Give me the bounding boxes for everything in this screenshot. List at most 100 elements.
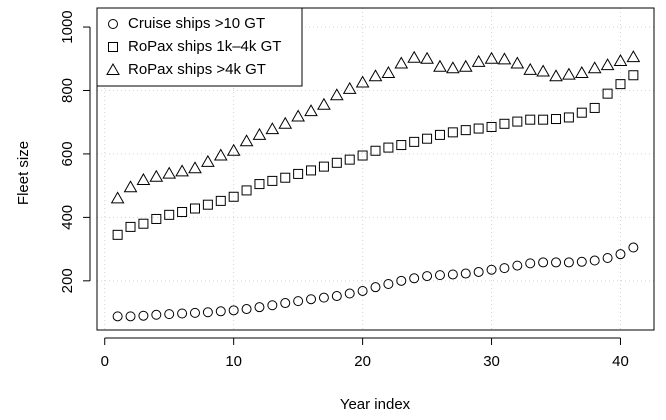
point xyxy=(344,288,355,299)
point xyxy=(125,311,136,322)
point xyxy=(280,298,291,309)
point xyxy=(151,309,162,320)
point xyxy=(445,61,460,74)
point xyxy=(267,175,278,186)
point xyxy=(291,109,306,122)
point xyxy=(458,59,473,72)
point xyxy=(331,291,342,302)
point xyxy=(241,304,252,315)
y-tick-label: 200 xyxy=(59,268,76,293)
point xyxy=(600,58,615,71)
point xyxy=(175,164,189,177)
point xyxy=(228,191,239,202)
point xyxy=(563,112,574,123)
x-tick-label: 30 xyxy=(483,353,500,370)
point xyxy=(589,102,600,113)
point xyxy=(293,168,304,179)
point xyxy=(278,116,293,129)
point xyxy=(329,88,344,101)
y-tick-label: 1000 xyxy=(59,10,76,43)
point xyxy=(304,104,318,117)
y-axis-label: Fleet size xyxy=(15,141,32,205)
x-tick-label: 20 xyxy=(354,353,371,370)
point xyxy=(602,252,613,263)
y-tick-label: 600 xyxy=(59,141,76,166)
point xyxy=(306,165,317,176)
point xyxy=(447,269,458,280)
point xyxy=(368,69,383,82)
point xyxy=(602,88,613,99)
point xyxy=(434,129,445,140)
point xyxy=(177,308,188,319)
plot-box xyxy=(96,7,655,331)
point xyxy=(239,134,254,147)
point xyxy=(563,257,574,268)
legend-marker xyxy=(108,42,118,52)
point xyxy=(370,282,381,293)
point xyxy=(280,172,291,183)
point xyxy=(407,50,422,63)
point xyxy=(252,127,267,140)
point xyxy=(499,118,510,129)
point xyxy=(151,213,162,224)
point xyxy=(420,51,434,64)
x-tick-label: 10 xyxy=(225,353,242,370)
x-tick-label: 0 xyxy=(101,353,109,370)
point xyxy=(112,311,123,322)
point xyxy=(293,296,304,307)
point xyxy=(587,61,602,74)
point xyxy=(525,114,536,125)
point xyxy=(189,203,200,214)
point xyxy=(202,307,213,318)
point xyxy=(538,257,549,268)
point xyxy=(396,275,407,286)
point xyxy=(433,59,447,72)
point xyxy=(473,123,484,134)
point xyxy=(538,114,549,125)
point xyxy=(215,306,226,317)
point xyxy=(512,260,523,271)
point xyxy=(202,199,213,210)
point xyxy=(357,150,368,161)
point xyxy=(123,180,138,193)
x-tick-label: 40 xyxy=(612,353,629,370)
point xyxy=(201,154,215,167)
point xyxy=(318,292,329,303)
point xyxy=(241,185,252,196)
x-axis-label: Year index xyxy=(340,396,411,413)
point xyxy=(189,307,200,318)
point xyxy=(523,62,538,75)
point xyxy=(434,270,445,281)
point xyxy=(615,249,626,260)
point xyxy=(136,172,151,185)
point xyxy=(628,70,639,81)
point xyxy=(589,255,600,266)
point xyxy=(254,302,265,313)
point xyxy=(110,191,125,204)
point xyxy=(265,122,280,135)
point xyxy=(499,263,510,274)
point xyxy=(177,206,188,217)
point xyxy=(615,79,626,90)
point xyxy=(112,229,123,240)
point xyxy=(409,273,420,284)
point xyxy=(318,161,329,172)
point xyxy=(394,56,409,69)
point xyxy=(626,50,641,63)
point xyxy=(138,218,149,229)
point xyxy=(306,294,317,305)
legend-marker xyxy=(106,62,120,75)
point xyxy=(381,66,396,79)
point xyxy=(164,209,175,220)
point xyxy=(317,97,331,110)
y-tick-label: 800 xyxy=(59,78,76,103)
point xyxy=(164,309,175,320)
point xyxy=(125,221,136,232)
point xyxy=(226,143,241,156)
point xyxy=(188,161,202,174)
point xyxy=(551,257,562,268)
point xyxy=(549,69,563,82)
point xyxy=(344,154,355,165)
